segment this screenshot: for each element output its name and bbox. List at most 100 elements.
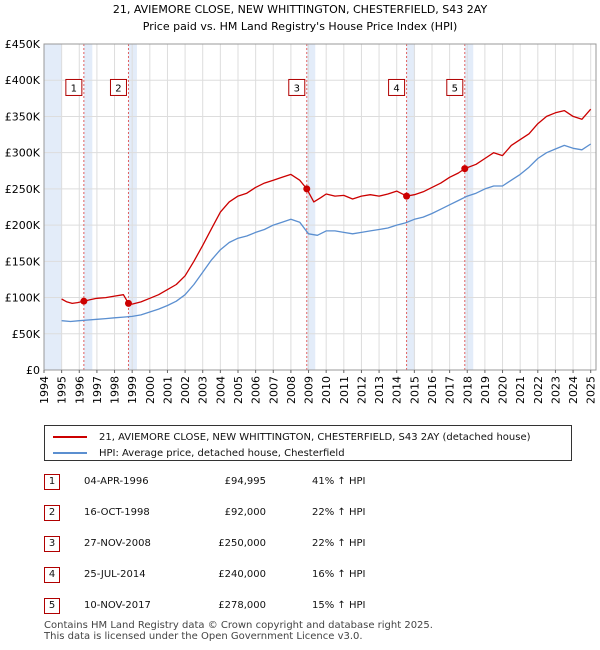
x-tick-label: 2004 — [214, 376, 227, 404]
legend-label-hpi: HPI: Average price, detached house, Ches… — [99, 447, 345, 459]
x-tick-label: 1996 — [73, 376, 86, 404]
sale-date: 04-APR-1996 — [84, 476, 149, 487]
x-tick-label: 2003 — [197, 376, 210, 404]
y-tick-label: £250K — [5, 183, 41, 196]
sale-number-badge: 2 — [44, 505, 60, 521]
table-row: 4 25-JUL-2014 £240,000 16% ↑ HPI — [0, 565, 600, 585]
y-tick-label: £400K — [5, 74, 41, 87]
table-row: 3 27-NOV-2008 £250,000 22% ↑ HPI — [0, 534, 600, 554]
plot-frame — [43, 43, 597, 371]
sale-point — [124, 299, 132, 307]
x-tick-label: 2011 — [338, 376, 351, 404]
x-tick-label: 2023 — [549, 376, 562, 404]
chart-subtitle: Price paid vs. HM Land Registry's House … — [143, 20, 458, 33]
sale-point — [303, 185, 311, 193]
sale-band — [83, 44, 93, 370]
sale-marker-label: 2 — [115, 83, 121, 94]
sale-marker-box — [446, 78, 464, 96]
sale-marker-box — [288, 78, 306, 96]
x-tick-label: 2015 — [408, 376, 421, 404]
table-row: 2 16-OCT-1998 £92,000 22% ↑ HPI — [0, 503, 600, 523]
legend-swatch-property — [53, 436, 87, 438]
x-tick-label: 2025 — [585, 376, 598, 404]
x-tick-label: 2007 — [267, 376, 280, 404]
x-tick-label: 2017 — [444, 376, 457, 404]
x-tick-label: 2002 — [179, 376, 192, 404]
x-tick-label: 2018 — [461, 376, 474, 404]
x-tick-label: 1999 — [126, 376, 139, 404]
x-tick-label: 2008 — [285, 376, 298, 404]
x-tick-label: 2001 — [161, 376, 174, 404]
chart-area: 21, AVIEMORE CLOSE, NEW WHITTINGTON, CHE… — [5, 3, 598, 404]
sale-date: 10-NOV-2017 — [84, 600, 151, 611]
y-tick-label: £50K — [12, 328, 41, 341]
x-tick-label: 2014 — [391, 376, 404, 404]
sale-price: £92,000 — [224, 507, 266, 518]
sale-marker-box — [65, 78, 83, 96]
x-tick-label: 2016 — [426, 376, 439, 404]
x-tick-label: 1998 — [109, 376, 122, 404]
sale-point — [80, 297, 88, 305]
y-tick-label: £300K — [5, 147, 41, 160]
sale-date: 27-NOV-2008 — [84, 538, 151, 549]
sale-band — [128, 44, 137, 370]
sale-marker-box — [109, 78, 127, 96]
sale-band — [406, 44, 416, 370]
x-tick-label: 2021 — [514, 376, 527, 404]
sale-price: £240,000 — [218, 569, 266, 580]
x-tick-label: 2005 — [232, 376, 245, 404]
sale-point — [461, 165, 469, 173]
x-tick-label: 2000 — [144, 376, 157, 404]
sale-marker-label: 3 — [294, 83, 300, 94]
x-tick-label: 2010 — [320, 376, 333, 404]
sale-hpi-change: 16% ↑ HPI — [312, 569, 366, 580]
sale-price: £94,995 — [224, 476, 266, 487]
x-tick-label: 2006 — [250, 376, 263, 404]
legend-swatch-hpi — [53, 452, 87, 454]
legend-item-property: 21, AVIEMORE CLOSE, NEW WHITTINGTON, CHE… — [53, 429, 531, 445]
legend-label-property: 21, AVIEMORE CLOSE, NEW WHITTINGTON, CHE… — [99, 431, 531, 443]
y-tick-label: £450K — [5, 38, 41, 51]
sale-marker-box — [388, 78, 406, 96]
sale-hpi-change: 22% ↑ HPI — [312, 507, 366, 518]
table-row: 5 10-NOV-2017 £278,000 15% ↑ HPI — [0, 596, 600, 616]
sale-number-badge: 3 — [44, 536, 60, 552]
footer-copyright: Contains HM Land Registry data © Crown c… — [44, 620, 433, 631]
x-tick-label: 2009 — [303, 376, 316, 404]
hpi-series-line — [61, 143, 592, 323]
sale-hpi-change: 15% ↑ HPI — [312, 600, 366, 611]
x-tick-label: 1997 — [91, 376, 104, 404]
sale-band — [464, 44, 474, 370]
x-tick-label: 2024 — [567, 376, 580, 404]
y-tick-label: £150K — [5, 255, 41, 268]
y-tick-label: £100K — [5, 292, 41, 305]
sale-number-badge: 1 — [44, 474, 60, 490]
sale-band — [306, 44, 316, 370]
sale-price: £250,000 — [218, 538, 266, 549]
x-tick-label: 2013 — [373, 376, 386, 404]
legend-item-hpi: HPI: Average price, detached house, Ches… — [53, 445, 345, 461]
sale-hpi-change: 22% ↑ HPI — [312, 538, 366, 549]
sale-point — [403, 192, 411, 200]
x-tick-label: 2020 — [497, 376, 510, 404]
sale-marker-label: 5 — [452, 83, 458, 94]
sale-hpi-change: 41% ↑ HPI — [312, 476, 366, 487]
x-tick-label: 2022 — [532, 376, 545, 404]
footer: Contains HM Land Registry data © Crown c… — [44, 620, 433, 642]
sale-marker-label: 4 — [393, 83, 399, 94]
x-tick-label: 1994 — [38, 376, 51, 404]
legend: 21, AVIEMORE CLOSE, NEW WHITTINGTON, CHE… — [44, 425, 572, 461]
sale-price: £278,000 — [218, 600, 266, 611]
table-row: 1 04-APR-1996 £94,995 41% ↑ HPI — [0, 472, 600, 492]
sale-date: 25-JUL-2014 — [84, 569, 146, 580]
pre-data-shade — [44, 44, 62, 370]
footer-licence: This data is licensed under the Open Gov… — [44, 631, 363, 642]
x-tick-label: 2019 — [479, 376, 492, 404]
y-tick-label: £200K — [5, 219, 41, 232]
sale-marker-label: 1 — [71, 83, 77, 94]
y-tick-label: £0 — [26, 364, 40, 377]
sale-number-badge: 4 — [44, 567, 60, 583]
y-tick-label: £350K — [5, 110, 41, 123]
chart-title: 21, AVIEMORE CLOSE, NEW WHITTINGTON, CHE… — [113, 3, 488, 16]
sale-date: 16-OCT-1998 — [84, 507, 150, 518]
